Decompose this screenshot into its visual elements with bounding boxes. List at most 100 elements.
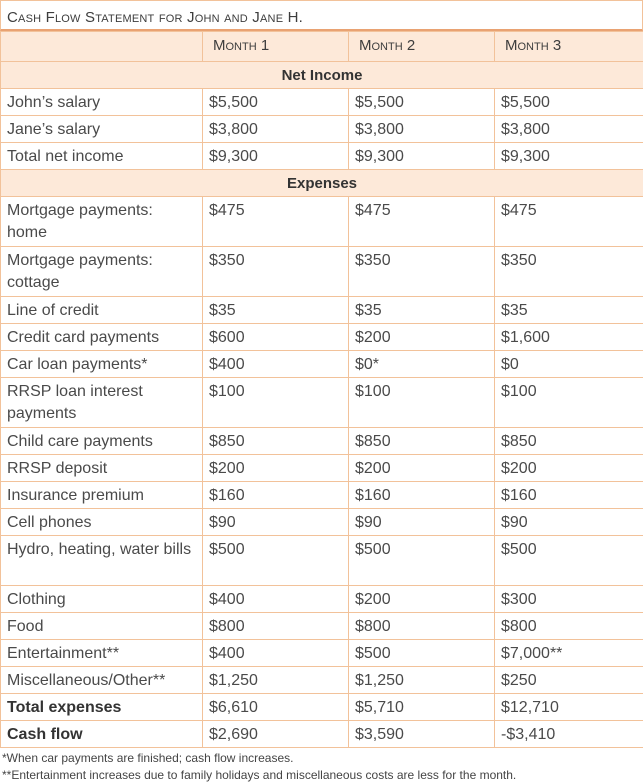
month-3-value: $160 (495, 482, 643, 509)
month-2-value: $350 (349, 247, 495, 297)
month-1-value: $400 (203, 640, 349, 667)
month-1-value: $3,800 (203, 116, 349, 143)
table-row: Hydro, heating, water bills $500 $500 $5… (1, 536, 643, 586)
footnote-2: **Entertainment increases due to family … (2, 767, 643, 784)
row-label: Total expenses (1, 694, 203, 721)
month-3-value: $5,500 (495, 89, 643, 116)
row-label: RRSP loan interest payments (1, 378, 203, 428)
section-title-expenses: Expenses (1, 170, 643, 197)
row-label: Jane’s salary (1, 116, 203, 143)
month-3-value: $7,000** (495, 640, 643, 667)
month-2-value: $9,300 (349, 143, 495, 170)
month-1-value: $800 (203, 613, 349, 640)
footnote-1: *When car payments are finished; cash fl… (2, 750, 643, 767)
month-3-value: $475 (495, 197, 643, 247)
table-row: Insurance premium $160 $160 $160 (1, 482, 643, 509)
month-1-value: $200 (203, 455, 349, 482)
row-label: Car loan payments* (1, 351, 203, 378)
header-month-1: Month 1 (203, 32, 349, 62)
month-1-value: $600 (203, 324, 349, 351)
table-row: Miscellaneous/Other** $1,250 $1,250 $250 (1, 667, 643, 694)
table-row: Child care payments $850 $850 $850 (1, 428, 643, 455)
row-label: Mortgage payments: home (1, 197, 203, 247)
month-1-value: $90 (203, 509, 349, 536)
header-month-2: Month 2 (349, 32, 495, 62)
table-row: Mortgage payments: cottage $350 $350 $35… (1, 247, 643, 297)
month-2-value: $3,590 (349, 721, 495, 748)
month-3-value: $800 (495, 613, 643, 640)
table-row: Line of credit $35 $35 $35 (1, 297, 643, 324)
header-blank (1, 32, 203, 62)
row-label: Line of credit (1, 297, 203, 324)
header-month-3: Month 3 (495, 32, 643, 62)
month-1-value: $5,500 (203, 89, 349, 116)
month-3-value: $500 (495, 536, 643, 586)
month-2-value: $200 (349, 586, 495, 613)
table-row: Jane’s salary $3,800 $3,800 $3,800 (1, 116, 643, 143)
row-label: Cash flow (1, 721, 203, 748)
row-label: Miscellaneous/Other** (1, 667, 203, 694)
month-2-value: $5,710 (349, 694, 495, 721)
table-row: Car loan payments* $400 $0* $0 (1, 351, 643, 378)
month-2-value: $100 (349, 378, 495, 428)
row-label: Child care payments (1, 428, 203, 455)
table-row: Credit card payments $600 $200 $1,600 (1, 324, 643, 351)
table-row: Entertainment** $400 $500 $7,000** (1, 640, 643, 667)
statement-title: Cash Flow Statement for John and Jane H. (0, 0, 643, 31)
row-label: Cell phones (1, 509, 203, 536)
month-3-value: $35 (495, 297, 643, 324)
month-3-value: $100 (495, 378, 643, 428)
month-1-value: $160 (203, 482, 349, 509)
row-label: Hydro, heating, water bills (1, 536, 203, 586)
month-2-value: $3,800 (349, 116, 495, 143)
header-row: Month 1 Month 2 Month 3 (1, 32, 643, 62)
month-2-value: $500 (349, 536, 495, 586)
row-label: Food (1, 613, 203, 640)
table-row: Cell phones $90 $90 $90 (1, 509, 643, 536)
month-3-value: $1,600 (495, 324, 643, 351)
month-3-value: $200 (495, 455, 643, 482)
month-2-value: $200 (349, 455, 495, 482)
month-3-value: $250 (495, 667, 643, 694)
section-net-income: Net Income (1, 62, 643, 89)
table-row: John’s salary $5,500 $5,500 $5,500 (1, 89, 643, 116)
row-label: John’s salary (1, 89, 203, 116)
month-2-value: $200 (349, 324, 495, 351)
month-1-value: $850 (203, 428, 349, 455)
month-2-value: $475 (349, 197, 495, 247)
month-1-value: $1,250 (203, 667, 349, 694)
table-row: RRSP loan interest payments $100 $100 $1… (1, 378, 643, 428)
month-2-value: $35 (349, 297, 495, 324)
table-row: RRSP deposit $200 $200 $200 (1, 455, 643, 482)
month-1-value: $400 (203, 586, 349, 613)
row-label: Entertainment** (1, 640, 203, 667)
month-1-value: $400 (203, 351, 349, 378)
month-1-value: $9,300 (203, 143, 349, 170)
table-row: Mortgage payments: home $475 $475 $475 (1, 197, 643, 247)
month-2-value: $90 (349, 509, 495, 536)
row-label: Total net income (1, 143, 203, 170)
month-2-value: $160 (349, 482, 495, 509)
month-2-value: $850 (349, 428, 495, 455)
month-3-value: $0 (495, 351, 643, 378)
row-label: RRSP deposit (1, 455, 203, 482)
month-3-value: $9,300 (495, 143, 643, 170)
month-3-value: $350 (495, 247, 643, 297)
month-3-value: $12,710 (495, 694, 643, 721)
table-row: Clothing $400 $200 $300 (1, 586, 643, 613)
row-label: Clothing (1, 586, 203, 613)
total-expenses-row: Total expenses $6,610 $5,710 $12,710 (1, 694, 643, 721)
month-2-value: $800 (349, 613, 495, 640)
row-label: Mortgage payments: cottage (1, 247, 203, 297)
section-expenses: Expenses (1, 170, 643, 197)
row-label: Credit card payments (1, 324, 203, 351)
row-label: Insurance premium (1, 482, 203, 509)
month-1-value: $350 (203, 247, 349, 297)
month-2-value: $0* (349, 351, 495, 378)
month-1-value: $2,690 (203, 721, 349, 748)
section-title-net-income: Net Income (1, 62, 643, 89)
table-row: Total net income $9,300 $9,300 $9,300 (1, 143, 643, 170)
cash-flow-row: Cash flow $2,690 $3,590 -$3,410 (1, 721, 643, 748)
month-3-value: $300 (495, 586, 643, 613)
